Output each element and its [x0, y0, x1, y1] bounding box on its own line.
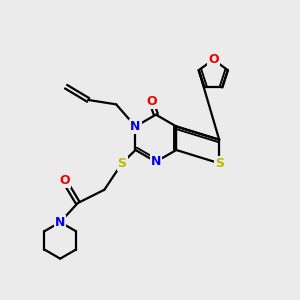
Text: S: S — [118, 157, 127, 170]
Text: N: N — [151, 155, 161, 168]
Text: O: O — [208, 53, 219, 66]
Text: O: O — [59, 174, 70, 188]
Text: N: N — [55, 216, 65, 229]
Text: N: N — [130, 120, 141, 133]
Text: O: O — [146, 95, 157, 108]
Text: S: S — [215, 157, 224, 170]
